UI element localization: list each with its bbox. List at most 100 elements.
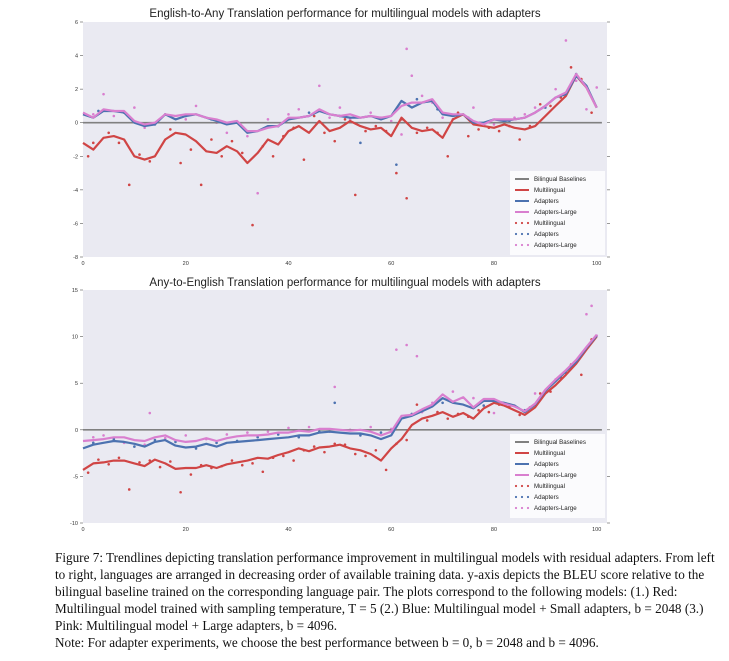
y-tick-label: -2 — [73, 154, 78, 160]
y-tick-label: 0 — [75, 428, 78, 434]
data-point — [395, 348, 398, 351]
data-point — [271, 154, 275, 158]
legend-label: Adapters — [534, 494, 559, 501]
data-point — [466, 134, 470, 138]
legend-label: Multilingual — [534, 187, 565, 194]
legend-dot-swatch — [514, 232, 518, 236]
data-point — [415, 131, 419, 135]
data-point — [415, 354, 419, 358]
data-point — [102, 434, 105, 437]
data-point — [163, 436, 167, 440]
legend-label: Adapters-Large — [534, 505, 577, 512]
data-point — [595, 86, 599, 89]
data-point — [158, 465, 162, 469]
data-point — [148, 411, 152, 415]
legend-dot-swatch — [526, 221, 530, 225]
data-point — [256, 191, 259, 195]
x-tick-label: 100 — [592, 261, 601, 267]
x-tick-label: 60 — [388, 527, 394, 533]
data-point — [246, 134, 249, 138]
data-point — [492, 411, 496, 415]
x-tick-label: 40 — [285, 261, 291, 267]
data-point — [564, 39, 568, 42]
data-point — [117, 141, 121, 145]
data-point — [353, 193, 357, 197]
data-point — [369, 425, 372, 429]
data-point — [451, 390, 455, 393]
series-line — [82, 333, 598, 443]
y-tick-label: -5 — [73, 474, 78, 480]
legend-dot-swatch — [514, 221, 518, 225]
data-point — [585, 107, 588, 111]
legend-dot-swatch — [526, 506, 530, 510]
data-point — [86, 154, 90, 158]
data-point — [420, 94, 424, 98]
data-point — [194, 104, 198, 108]
data-point — [220, 154, 224, 158]
legend-dot-swatch — [514, 495, 518, 499]
data-point — [127, 488, 131, 491]
data-point — [148, 160, 152, 163]
y-tick-label: -4 — [73, 188, 78, 194]
data-point — [405, 343, 408, 347]
data-point — [359, 434, 362, 437]
data-point — [246, 431, 249, 434]
data-point — [230, 139, 234, 143]
x-tick-label: 60 — [388, 261, 394, 267]
series-line — [82, 335, 598, 471]
legend-label: Adapters — [534, 198, 559, 205]
data-point — [574, 79, 578, 83]
chart-marks — [82, 39, 602, 227]
data-point — [590, 111, 593, 114]
x-tick-label: 20 — [183, 527, 189, 533]
legend-label: Adapters — [534, 461, 559, 468]
legend-dot-swatch — [520, 506, 524, 510]
data-point — [91, 113, 95, 116]
chart-title: Any-to-English Translation performance f… — [149, 277, 540, 289]
x-tick-label: 100 — [592, 527, 601, 533]
data-point — [266, 118, 270, 121]
legend-label: Adapters-Large — [534, 242, 577, 249]
data-point — [328, 116, 331, 119]
axis-ticks: 0 20 40 60 80 100 -8 -6 -4 -2 0 2 4 6 — [73, 20, 610, 267]
legend-dot-swatch — [520, 221, 524, 225]
y-tick-label: 15 — [72, 288, 78, 294]
legend-dot-swatch — [526, 243, 530, 247]
data-point — [523, 113, 527, 116]
legend-label: Bilingual Baselines — [534, 176, 586, 183]
figure-caption: Figure 7: Trendlines depicting translati… — [55, 549, 717, 651]
data-point — [297, 107, 301, 111]
data-point — [117, 456, 121, 460]
data-point — [240, 463, 244, 467]
data-point — [143, 126, 146, 130]
data-point — [184, 434, 188, 437]
data-point — [425, 126, 429, 130]
data-point — [482, 404, 486, 407]
data-point — [133, 445, 136, 448]
data-point — [307, 111, 311, 114]
data-point — [169, 128, 172, 131]
y-tick-label: 0 — [75, 121, 78, 127]
legend-label: Adapters-Large — [534, 209, 577, 216]
legend-dot-swatch — [520, 484, 524, 488]
data-point — [415, 403, 419, 406]
series-line — [82, 72, 598, 133]
data-point — [133, 106, 136, 109]
data-point — [395, 171, 398, 175]
data-point — [395, 163, 398, 166]
data-point — [353, 452, 357, 456]
data-point — [405, 196, 408, 200]
legend-entries: Bilingual Baselines Multilingual Adapters A… — [514, 439, 586, 512]
data-point — [580, 373, 583, 377]
data-point — [107, 131, 110, 135]
data-point — [400, 133, 403, 136]
data-point — [91, 435, 95, 439]
legend-dot-swatch — [520, 232, 524, 236]
data-point — [189, 473, 193, 476]
x-tick-label: 0 — [81, 261, 84, 267]
y-tick-label: -6 — [73, 221, 78, 227]
data-point — [549, 104, 552, 108]
data-point — [364, 454, 367, 458]
data-point — [472, 106, 475, 109]
data-point — [184, 118, 188, 121]
